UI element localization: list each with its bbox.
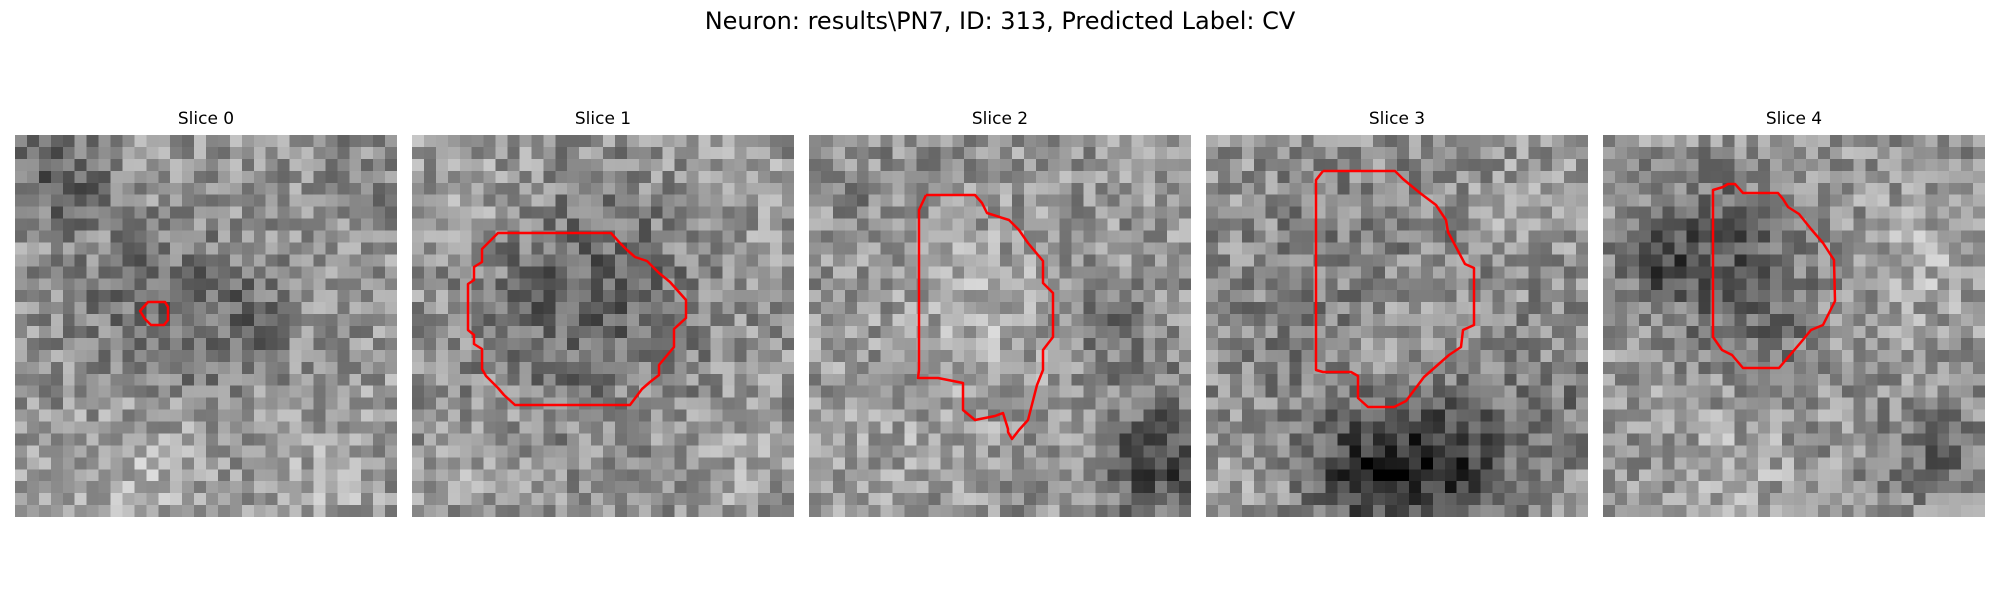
slice-panel-1 [412, 135, 794, 517]
slice-panel-3 [1206, 135, 1588, 517]
slice-title-4: Slice 4 [1603, 109, 1985, 129]
slice-title-0: Slice 0 [15, 109, 397, 129]
slice-panel-4 [1603, 135, 1985, 517]
roi-contour-1 [412, 135, 794, 517]
roi-contour-0 [15, 135, 397, 517]
slice-title-3: Slice 3 [1206, 109, 1588, 129]
roi-contour-2 [809, 135, 1191, 517]
slice-panel-2 [809, 135, 1191, 517]
slice-title-1: Slice 1 [412, 109, 794, 129]
roi-contour-4 [1603, 135, 1985, 517]
slice-panel-0 [15, 135, 397, 517]
roi-contour-3 [1206, 135, 1588, 517]
figure-title: Neuron: results\PN7, ID: 313, Predicted … [0, 7, 2000, 35]
slice-title-2: Slice 2 [809, 109, 1191, 129]
